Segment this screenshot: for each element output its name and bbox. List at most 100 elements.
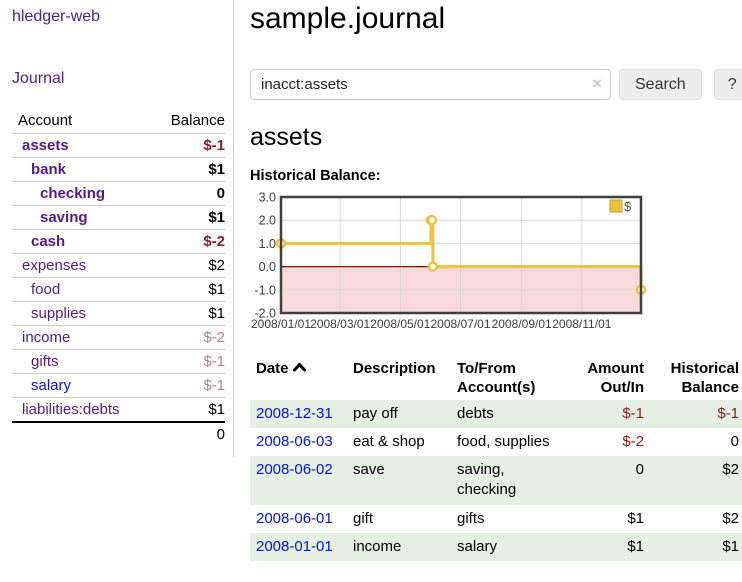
app-title-link[interactable]: hledger-web	[12, 8, 101, 25]
search-button[interactable]: Search	[619, 69, 702, 100]
register-row: 2008-06-02 save saving, checking 0 $2	[250, 456, 742, 505]
y-tick-label: 1.0	[259, 237, 276, 251]
transaction-description: save	[353, 461, 385, 478]
account-balance: $1	[208, 401, 225, 418]
search-form: × Search ?	[250, 69, 742, 100]
transaction-accounts: food, supplies	[457, 432, 550, 450]
transaction-accounts: gifts	[457, 509, 485, 527]
account-row: saving $1	[12, 205, 225, 230]
transaction-date-link[interactable]: 2008-06-03	[256, 432, 333, 450]
clear-search-icon[interactable]: ×	[592, 74, 602, 93]
sidebar: hledger-web Journal Account Balance asse…	[0, 0, 234, 457]
account-row: assets $-1	[12, 133, 225, 158]
account-balance: 0	[216, 185, 225, 202]
register-table: Date Description To/From Account(s) Amount Ou…	[250, 358, 742, 561]
transaction-amount: $1	[627, 509, 644, 527]
legend-label: $	[624, 199, 632, 214]
data-point-marker	[426, 215, 438, 226]
journal-nav: Journal	[12, 70, 225, 88]
account-row: checking 0	[12, 181, 225, 206]
searchbox: ×	[250, 69, 611, 100]
account-balance: $-2	[203, 233, 225, 250]
accounts-total-row: 0	[12, 422, 225, 447]
x-tick-label: 2008/07/01	[430, 317, 490, 331]
register-header-amount: Amount Out/In	[587, 360, 644, 396]
account-row: income $-2	[12, 325, 225, 350]
account-link[interactable]: saving	[40, 209, 88, 226]
y-tick-label: 2.0	[259, 214, 276, 228]
account-row: supplies $1	[12, 301, 225, 326]
page-title: sample.journal	[250, 2, 446, 35]
account-balance: $-1	[203, 137, 225, 154]
transaction-accounts: debts	[457, 404, 494, 422]
register-header-historical: Historical Balance	[670, 360, 739, 396]
transaction-amount: $1	[627, 537, 644, 555]
account-heading: assets	[250, 123, 323, 151]
legend-swatch	[609, 199, 623, 213]
chevron-up-icon	[292, 363, 306, 372]
journal-link[interactable]: Journal	[12, 70, 65, 87]
x-tick-label: 2008/09/01	[492, 317, 552, 331]
account-link[interactable]: gifts	[31, 353, 59, 370]
chart-border	[279, 195, 643, 315]
accounts-header-balance: Balance	[170, 112, 225, 129]
account-link[interactable]: expenses	[22, 257, 87, 274]
register-row: 2008-12-31 pay off debts $-1 $-1	[250, 399, 742, 428]
historical-balance-chart[interactable]: $3.0 2.0 1.0 0.0 -1.0 -2.0 2008/01/01 2008/03/0…	[250, 191, 742, 348]
account-balance: $1	[208, 161, 225, 178]
register-header-date[interactable]: Date	[250, 358, 347, 400]
account-balance: $-1	[203, 353, 225, 370]
transaction-amount: $-2	[622, 432, 644, 450]
account-row: gifts $-1	[12, 349, 225, 374]
transaction-balance: $2	[722, 461, 739, 478]
transaction-description: eat & shop	[353, 432, 425, 450]
y-tick-label: 3.0	[259, 191, 276, 205]
transaction-balance: 0	[730, 432, 739, 450]
account-row: bank $1	[12, 157, 225, 182]
transaction-description: gift	[353, 509, 374, 527]
account-row: cash $-2	[12, 229, 225, 254]
transaction-balance: $-1	[717, 404, 739, 422]
transaction-balance: $2	[722, 509, 739, 527]
register-row: 2008-06-03 eat & shop food, supplies $-2 0	[250, 428, 742, 456]
account-link[interactable]: assets	[22, 137, 69, 154]
account-balance: $-1	[203, 377, 225, 394]
transaction-date-link[interactable]: 2008-01-01	[256, 537, 333, 555]
account-link[interactable]: liabilities:debts	[22, 401, 120, 418]
account-row: salary $-1	[12, 373, 225, 398]
chart-title: Historical Balance:	[250, 168, 381, 184]
account-balance: $1	[208, 305, 225, 322]
transaction-date-link[interactable]: 2008-06-01	[256, 509, 333, 527]
transaction-description: pay off	[353, 404, 398, 422]
help-button[interactable]: ?	[713, 69, 742, 100]
register-header-tofrom: To/From Account(s)	[457, 360, 536, 396]
x-tick-label: 2008/05/01	[370, 317, 430, 331]
account-link[interactable]: food	[31, 281, 61, 298]
account-row: food $1	[12, 277, 225, 302]
search-input[interactable]	[250, 69, 611, 100]
transaction-balance: $1	[722, 537, 739, 555]
account-row: expenses $2	[12, 253, 225, 278]
y-tick-label: -1.0	[254, 283, 276, 297]
main-content: sample.journal × Search ? assets Histori…	[234, 0, 742, 561]
x-tick-label: 2008/01/01	[251, 317, 311, 331]
register-row: 2008-06-01 gift gifts $1 $2	[250, 505, 742, 533]
data-point-marker	[427, 261, 439, 272]
transaction-amount: 0	[635, 461, 644, 478]
hledger-web-app: hledger-web Journal Account Balance asse…	[0, 0, 742, 561]
account-link[interactable]: cash	[31, 233, 66, 250]
transaction-accounts: salary	[457, 537, 498, 555]
accounts-table: Account Balance assets $-1 bank $1 checking 0…	[12, 109, 225, 447]
account-row: liabilities:debts $1	[12, 397, 225, 423]
account-link[interactable]: supplies	[31, 305, 87, 322]
account-link[interactable]: income	[22, 329, 71, 346]
account-balance: $2	[208, 257, 225, 274]
transaction-date-link[interactable]: 2008-06-02	[256, 461, 333, 478]
account-link[interactable]: bank	[31, 161, 67, 178]
x-tick-label: 2008/11/01	[552, 317, 611, 331]
account-link[interactable]: salary	[31, 377, 72, 394]
transaction-date-link[interactable]: 2008-12-31	[256, 404, 333, 422]
transaction-accounts: saving, checking	[457, 461, 517, 499]
y-tick-label: -2.0	[254, 307, 276, 321]
account-link[interactable]: checking	[40, 185, 106, 202]
